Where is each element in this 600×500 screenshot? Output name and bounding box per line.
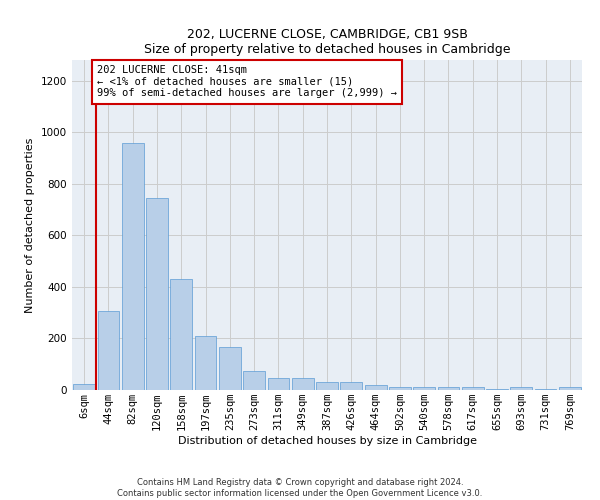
Bar <box>511 387 532 390</box>
Bar <box>268 378 289 390</box>
Bar <box>243 370 265 390</box>
Bar <box>486 388 508 390</box>
Bar <box>413 387 435 390</box>
Bar <box>535 388 556 390</box>
Bar <box>365 386 386 390</box>
Bar <box>316 382 338 390</box>
Title: 202, LUCERNE CLOSE, CAMBRIDGE, CB1 9SB
Size of property relative to detached hou: 202, LUCERNE CLOSE, CAMBRIDGE, CB1 9SB S… <box>144 28 510 56</box>
Text: 202 LUCERNE CLOSE: 41sqm
← <1% of detached houses are smaller (15)
99% of semi-d: 202 LUCERNE CLOSE: 41sqm ← <1% of detach… <box>97 65 397 98</box>
Bar <box>194 336 217 390</box>
Bar <box>170 279 192 390</box>
Bar <box>389 387 411 390</box>
Bar <box>146 198 168 390</box>
Bar <box>340 382 362 390</box>
Bar <box>292 378 314 390</box>
Y-axis label: Number of detached properties: Number of detached properties <box>25 138 35 312</box>
Bar <box>462 387 484 390</box>
Text: Contains HM Land Registry data © Crown copyright and database right 2024.
Contai: Contains HM Land Registry data © Crown c… <box>118 478 482 498</box>
Bar <box>437 387 460 390</box>
Bar <box>559 387 581 390</box>
Bar <box>73 384 95 390</box>
X-axis label: Distribution of detached houses by size in Cambridge: Distribution of detached houses by size … <box>178 436 476 446</box>
Bar <box>97 312 119 390</box>
Bar <box>122 142 143 390</box>
Bar <box>219 348 241 390</box>
